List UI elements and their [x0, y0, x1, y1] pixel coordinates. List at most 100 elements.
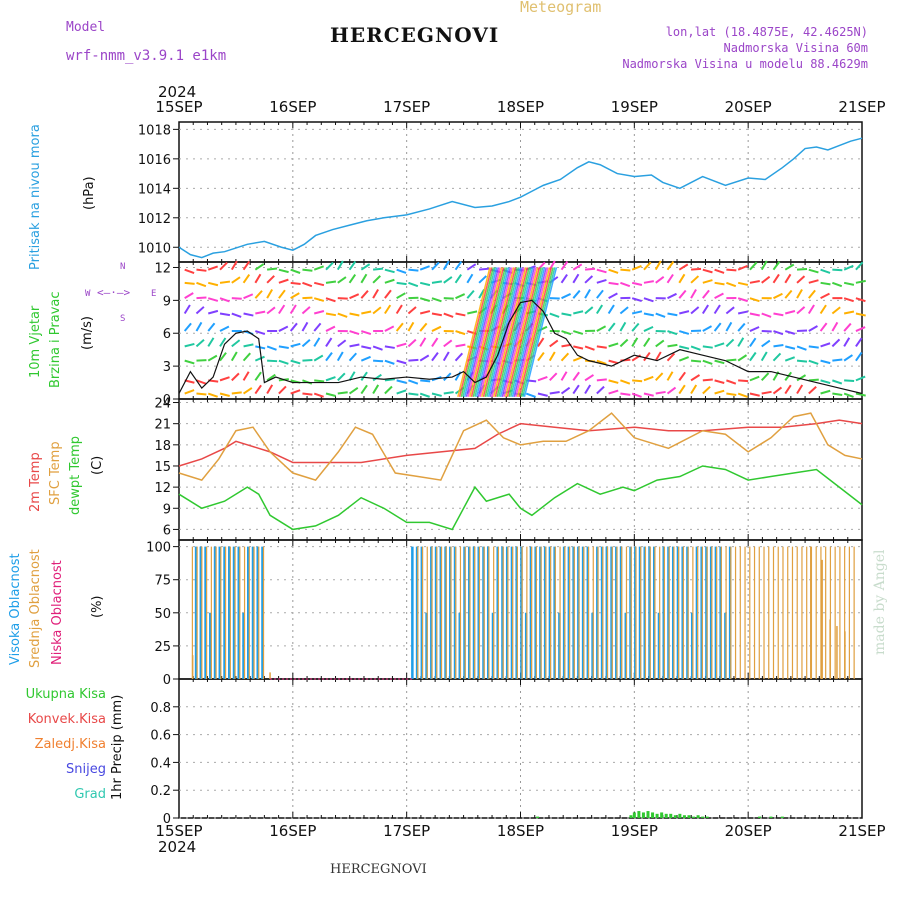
- wind-barb: [738, 379, 749, 383]
- wind-barb: [690, 345, 701, 351]
- wind-barb: [667, 330, 678, 336]
- wind-barb: [396, 359, 407, 365]
- wind-barb: [183, 304, 191, 315]
- wind-barb: [584, 267, 596, 271]
- wind-barb: [760, 372, 770, 382]
- wind-barb: [431, 352, 439, 362]
- wind-barb: [230, 260, 238, 271]
- y-tick-label: 1018: [138, 123, 171, 138]
- wind-barb: [643, 325, 654, 332]
- wind-barb: [482, 267, 517, 397]
- wind-barb: [301, 306, 311, 315]
- meteogram-label: Meteogram: [520, 0, 602, 16]
- y-tick-label: 0.4: [150, 756, 171, 771]
- y-tick-label: 0.6: [150, 729, 171, 744]
- wind-barb: [267, 359, 278, 363]
- wind-barb: [243, 293, 254, 300]
- wind-barb: [455, 312, 466, 317]
- wind-barb: [785, 310, 796, 315]
- wind-barb: [572, 356, 583, 362]
- wind-barb: [336, 260, 344, 271]
- wind-barb: [431, 297, 442, 303]
- wind-barb: [773, 312, 784, 317]
- wind-barb: [484, 267, 518, 397]
- wind-barb: [702, 279, 713, 284]
- wind-barb: [749, 375, 760, 382]
- wind-barb: [454, 260, 463, 271]
- wind-barb: [301, 338, 311, 348]
- y-tick-label: 9: [163, 502, 171, 517]
- y-tick-label: 1010: [138, 241, 171, 256]
- wind-barb: [820, 281, 831, 286]
- wind-barb: [384, 385, 393, 395]
- wind-barb: [667, 312, 678, 317]
- wind-barb: [290, 359, 301, 365]
- wind-barb: [455, 343, 466, 348]
- wind-barb: [431, 337, 439, 347]
- wind-barb: [560, 260, 569, 271]
- wind-barb: [372, 275, 381, 284]
- wind-barb: [702, 289, 710, 299]
- y-tick-label: 18: [154, 439, 171, 454]
- wind-barb: [608, 359, 619, 365]
- wind-barb: [548, 351, 556, 362]
- wind-barb: [384, 378, 395, 382]
- wind-barb: [831, 306, 841, 315]
- wind-barb: [455, 330, 466, 336]
- wind-barb: [608, 292, 618, 300]
- wind-barb: [773, 330, 784, 336]
- wind-barb: [196, 281, 207, 288]
- wind-barb: [266, 345, 277, 351]
- wind-barb: [492, 267, 527, 397]
- wind-barb: [784, 289, 793, 299]
- wind-barb: [395, 304, 403, 315]
- wind-barb: [407, 306, 417, 315]
- wind-barb: [325, 337, 333, 347]
- wind-barb: [337, 276, 347, 284]
- wind-barb: [219, 392, 230, 397]
- footer-station: HERCEGNOVI: [330, 862, 427, 877]
- wind-barb: [667, 292, 677, 300]
- model-label: Model: [66, 20, 106, 35]
- wind-barb: [337, 372, 346, 382]
- wind-barb: [443, 372, 452, 382]
- wind-barb: [384, 345, 395, 349]
- wind-barb: [510, 267, 544, 397]
- wind-barb: [472, 267, 506, 397]
- wind-barb: [196, 268, 207, 272]
- wind-barb: [313, 337, 321, 347]
- wind-barb: [455, 293, 466, 300]
- panel-frame: [178, 121, 863, 263]
- wind-barb: [844, 379, 855, 383]
- y-tick-label: 9: [163, 294, 171, 309]
- wind-barb: [608, 342, 619, 348]
- y-tick-label: 1016: [138, 153, 171, 168]
- wind-barb: [302, 268, 313, 272]
- wind-barb: [737, 264, 748, 271]
- wind-barb: [372, 289, 379, 299]
- wind-barb: [820, 359, 831, 365]
- wind-barb: [396, 389, 407, 395]
- wind-barb: [384, 289, 392, 299]
- panel-frame: [178, 398, 863, 541]
- wind-barb: [419, 392, 430, 398]
- wind-barb: [666, 273, 674, 284]
- wind-barb: [737, 310, 749, 315]
- wind-barb: [537, 375, 548, 382]
- precip-bar: [637, 811, 641, 818]
- wind-barb: [266, 275, 275, 284]
- wind-barb: [772, 261, 781, 271]
- wind-barb: [832, 268, 843, 272]
- wind-barb: [820, 379, 831, 385]
- wind-barb: [620, 281, 631, 288]
- wind-barb: [690, 275, 700, 284]
- wind-barb: [196, 392, 207, 396]
- wind-barb: [196, 359, 207, 362]
- wind-barb: [572, 371, 580, 381]
- wind-barb: [572, 273, 580, 284]
- wind-barb: [843, 281, 855, 286]
- wind-barb: [486, 267, 520, 397]
- wind-barb: [313, 310, 325, 315]
- wind-barb: [467, 267, 501, 397]
- wind-barb: [631, 337, 639, 347]
